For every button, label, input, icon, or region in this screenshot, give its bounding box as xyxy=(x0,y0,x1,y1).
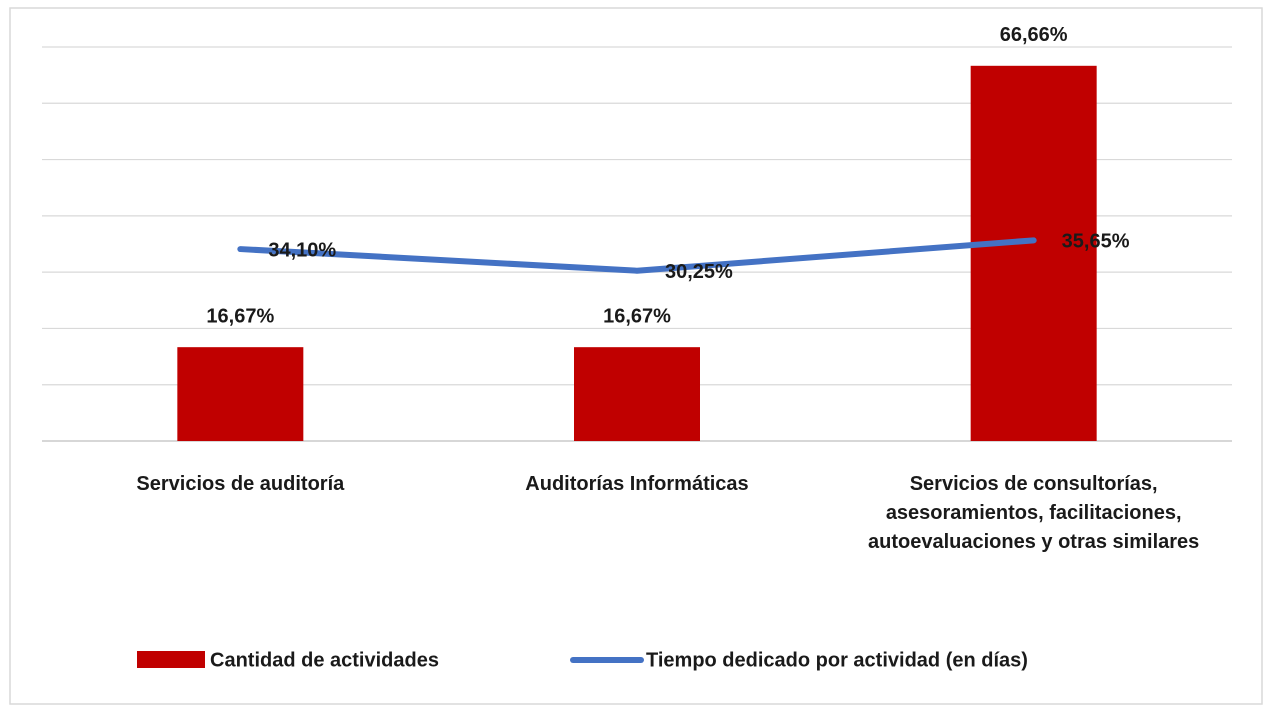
bar xyxy=(177,347,304,441)
x-tick-label: Servicios de auditoría xyxy=(136,473,345,495)
bar xyxy=(574,347,700,441)
data-label: 16,67% xyxy=(603,305,671,327)
data-label: 66,66% xyxy=(1000,24,1068,46)
data-label: 30,25% xyxy=(665,261,733,283)
data-label: 34,10% xyxy=(268,239,336,261)
legend-label: Tiempo dedicado por actividad (en días) xyxy=(646,649,1028,671)
data-label: 16,67% xyxy=(206,305,274,327)
data-label: 35,65% xyxy=(1062,231,1130,253)
x-tick-label: Servicios de consultorías, asesoramiento… xyxy=(868,473,1200,553)
x-tick-label: Auditorías Informáticas xyxy=(525,473,749,495)
legend-swatch xyxy=(137,651,205,668)
legend-label: Cantidad de actividades xyxy=(210,649,439,671)
bar xyxy=(970,65,1097,441)
line xyxy=(237,237,1037,274)
